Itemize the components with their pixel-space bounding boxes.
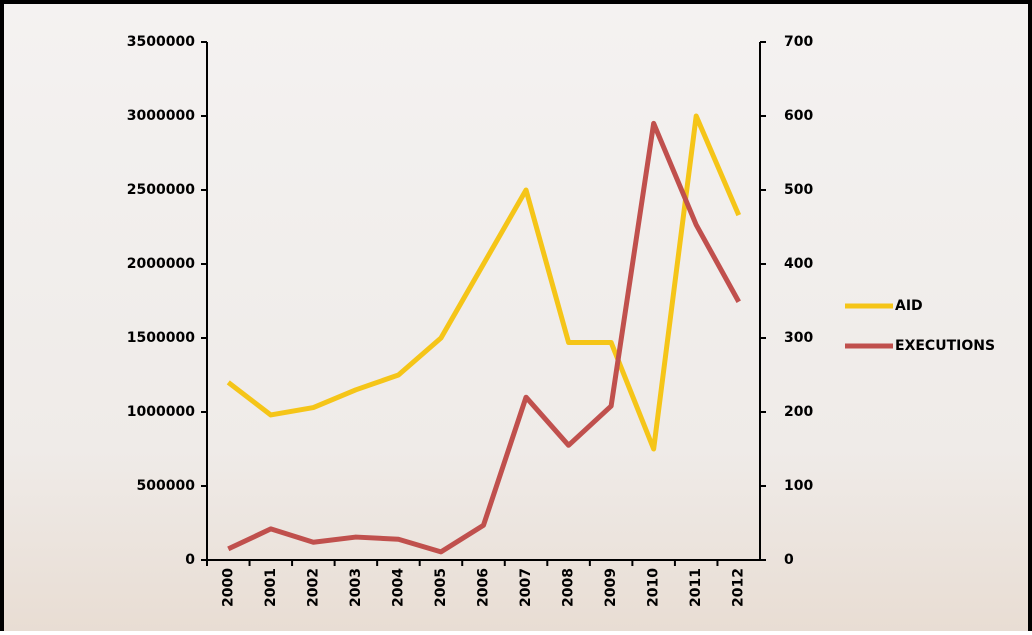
x-tick-label: 2006 bbox=[476, 568, 492, 607]
y-tick-label: 3500000 bbox=[127, 34, 195, 50]
x-tick-label: 2009 bbox=[603, 568, 619, 607]
x-tick-label: 2008 bbox=[561, 568, 577, 607]
y-tick-label: 1000000 bbox=[127, 404, 195, 420]
y2-tick-label: 200 bbox=[784, 404, 813, 420]
x-tick-label: 2007 bbox=[518, 568, 534, 607]
y2-tick-label: 0 bbox=[784, 552, 794, 568]
y-tick-label: 2500000 bbox=[127, 182, 195, 198]
y2-tick-label: 300 bbox=[784, 330, 813, 346]
y2-tick-label: 100 bbox=[784, 478, 813, 494]
page: {"chart_data": {"type": "line", "categor… bbox=[0, 0, 1032, 631]
legend-label: EXECUTIONS bbox=[895, 338, 995, 354]
y-tick-label: 2000000 bbox=[127, 256, 195, 272]
x-tick-label: 2004 bbox=[390, 568, 406, 607]
y2-tick-label: 600 bbox=[784, 108, 813, 124]
x-tick-label: 2002 bbox=[305, 568, 321, 607]
background bbox=[2, 2, 1030, 631]
y-tick-label: 0 bbox=[185, 552, 195, 568]
y2-tick-label: 500 bbox=[784, 182, 813, 198]
x-tick-label: 2000 bbox=[220, 568, 236, 607]
x-tick-label: 2011 bbox=[688, 568, 704, 607]
x-tick-label: 2005 bbox=[433, 568, 449, 607]
x-tick-label: 2012 bbox=[731, 568, 747, 607]
y-tick-label: 500000 bbox=[137, 478, 196, 494]
legend-label: AID bbox=[895, 298, 923, 314]
y-tick-label: 3000000 bbox=[127, 108, 195, 124]
x-tick-label: 2010 bbox=[646, 568, 662, 607]
chart: 0 500000 1000000 1500000 2000000 2500000 30000… bbox=[0, 0, 1032, 631]
y2-tick-label: 400 bbox=[784, 256, 813, 272]
y-tick-label: 1500000 bbox=[127, 330, 195, 346]
y2-tick-label: 700 bbox=[784, 34, 813, 50]
x-tick-label: 2003 bbox=[348, 568, 364, 607]
x-tick-label: 2001 bbox=[263, 568, 279, 607]
